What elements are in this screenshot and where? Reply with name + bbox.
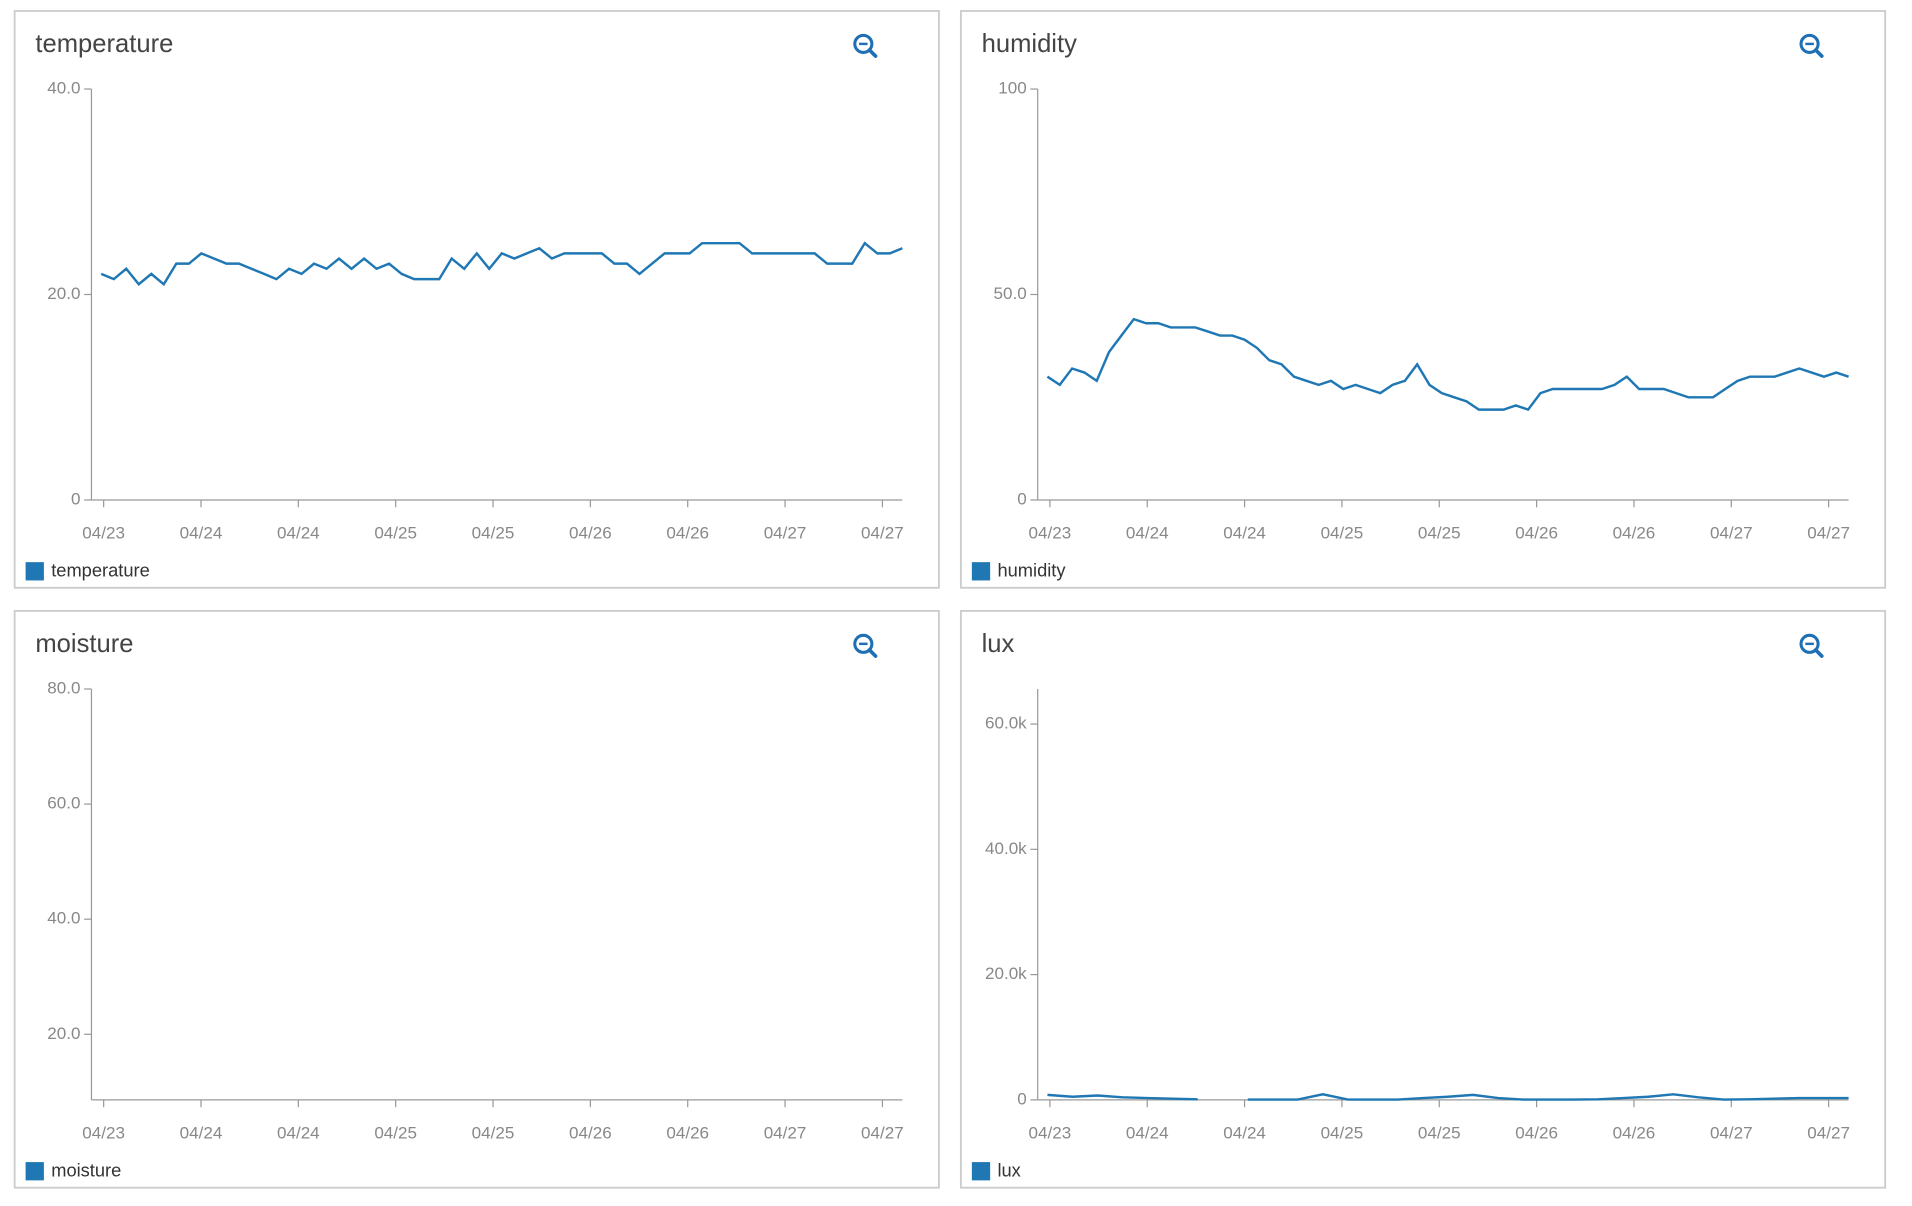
chart-title: temperature [35,30,173,58]
panel [959,610,1887,1189]
zoom-icon [1813,648,1824,658]
y-tick-label: 40.0 [47,79,80,98]
x-tick-label: 04/24 [1126,524,1169,543]
zoom-button[interactable] [1799,633,1824,658]
x-tick-label: 04/23 [82,524,125,543]
legend-label: moisture [51,1160,121,1181]
y-tick-label: 20.0 [47,1024,80,1043]
y-tick-label: 0 [1017,1089,1026,1108]
y-tick-label: 0 [71,489,81,508]
x-tick-label: 04/27 [861,1124,904,1143]
legend-label: temperature [51,560,150,581]
x-tick-label: 04/27 [1710,1124,1753,1143]
x-tick-label: 04/27 [764,1124,807,1143]
y-tick-label: 40.0 [47,909,80,928]
legend-swatch [25,562,44,581]
y-tick-label: 20.0 [47,284,80,303]
chart-panel: temperature 0 20.0 40.0 04/23 04/24 04/24 04/25… [13,10,940,589]
panel [959,10,1887,589]
y-tick-label: 20.0k [985,964,1027,983]
legend-swatch [25,1162,44,1181]
chart-title: humidity [982,30,1078,58]
chart-panel: lux 0 20.0k 40.0k 60.0k 04/23 04/24 04/24 04/25 0… [959,610,1887,1189]
x-tick-label: 04/25 [472,524,515,543]
x-tick-label: 04/24 [1223,524,1266,543]
x-tick-label: 04/24 [180,524,223,543]
x-tick-label: 04/26 [1515,524,1558,543]
y-tick-label: 60.0 [47,794,80,813]
x-tick-label: 04/25 [1321,1124,1364,1143]
zoom-button[interactable] [1799,33,1824,58]
zoom-button[interactable] [853,33,878,58]
zoom-icon [1799,633,1820,654]
x-tick-label: 04/24 [180,1124,223,1143]
y-tick-label: 100 [998,79,1026,98]
zoom-icon [1799,33,1820,54]
x-tick-label: 04/23 [82,1124,125,1143]
y-tick-label: 50.0 [994,284,1027,303]
y-tick-label: 80.0 [47,678,80,697]
data-line [100,241,903,287]
y-tick-label: 40.0k [985,839,1027,858]
x-tick-label: 04/26 [1613,1124,1656,1143]
x-tick-label: 04/24 [277,1124,320,1143]
legend-label: lux [997,1160,1020,1181]
zoom-icon [853,33,874,54]
x-tick-label: 04/26 [666,1124,709,1143]
x-tick-label: 04/23 [1029,1124,1072,1143]
x-tick-label: 04/24 [1223,1124,1266,1143]
data-line [1047,1093,1849,1101]
data-line [1046,317,1849,412]
x-tick-label: 04/27 [1807,1124,1850,1143]
panel [13,610,940,1189]
legend-label: humidity [997,560,1066,581]
legend-swatch [971,1162,991,1181]
x-tick-label: 04/26 [1515,1124,1558,1143]
x-tick-label: 04/27 [764,524,807,543]
x-tick-label: 04/27 [861,524,904,543]
x-tick-label: 04/25 [472,1124,515,1143]
legend-swatch [971,562,991,581]
x-tick-label: 04/25 [1418,1124,1461,1143]
zoom-icon [1813,48,1824,58]
zoom-icon [867,648,878,658]
x-tick-label: 04/27 [1710,524,1753,543]
chart-panel: humidity 0 50.0 100 04/23 04/24 04/24 04/25 04/2… [959,10,1887,589]
chart-title: moisture [35,630,133,658]
zoom-icon [853,633,874,654]
x-tick-label: 04/24 [1126,1124,1169,1143]
chart-title: lux [982,630,1015,658]
x-tick-label: 04/25 [374,524,417,543]
x-tick-label: 04/25 [374,1124,417,1143]
y-tick-label: 0 [1017,489,1026,508]
x-tick-label: 04/25 [1321,524,1364,543]
x-tick-label: 04/23 [1029,524,1072,543]
x-tick-label: 04/27 [1807,524,1850,543]
x-tick-label: 04/24 [277,524,320,543]
x-tick-label: 04/26 [569,1124,612,1143]
zoom-button[interactable] [853,633,878,658]
x-tick-label: 04/26 [569,524,612,543]
x-tick-label: 04/26 [666,524,709,543]
chart-panel: moisture 20.0 40.0 60.0 80.0 04/23 04/24 04/24 0… [13,610,940,1189]
zoom-icon [867,48,878,58]
y-tick-label: 60.0k [985,714,1027,733]
x-tick-label: 04/26 [1613,524,1656,543]
x-tick-label: 04/25 [1418,524,1461,543]
panel [13,10,940,589]
